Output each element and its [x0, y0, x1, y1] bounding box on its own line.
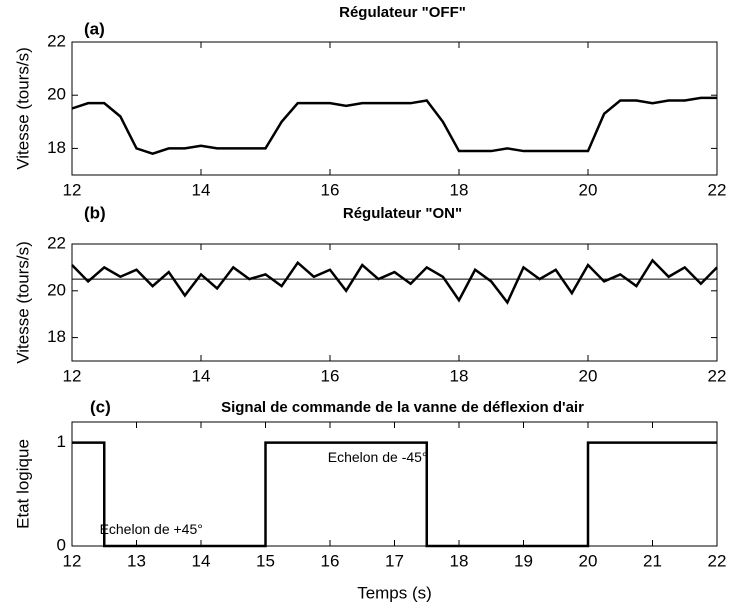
y-tick-label: 1 [57, 432, 66, 451]
plot-frame [71, 41, 718, 176]
x-tick-label: 21 [643, 551, 662, 570]
data-line [71, 258, 718, 305]
y-tick-label: 18 [47, 327, 66, 346]
chart-title: Signal de commande de la vanne de déflex… [221, 399, 584, 416]
x-tick-label: 14 [192, 366, 211, 385]
x-tick-label: 12 [63, 180, 82, 199]
x-tick-label: 12 [63, 366, 82, 385]
y-tick-label: 20 [47, 85, 66, 104]
x-tick-label: 18 [450, 551, 469, 570]
data-line [71, 96, 717, 156]
y-tick-label: 0 [57, 535, 66, 554]
annotation: Echelon de -45° [328, 449, 428, 465]
y-tick-label: 22 [47, 31, 66, 50]
x-tick-label: 16 [321, 366, 340, 385]
x-tick-label: 22 [708, 366, 727, 385]
x-tick-label: 14 [192, 180, 211, 199]
x-tick-label: 13 [127, 551, 146, 570]
x-tick-label: 20 [579, 366, 598, 385]
x-tick-label: 18 [450, 180, 469, 199]
data-line [72, 441, 717, 548]
plot-frame [71, 243, 718, 362]
y-tick-label: 22 [47, 233, 66, 252]
y-tick-label: 18 [47, 138, 66, 157]
x-tick-label: 22 [708, 180, 727, 199]
y-axis-label: Etat logique [13, 439, 32, 529]
x-tick-label: 18 [450, 366, 469, 385]
panel-label: (c) [90, 397, 111, 416]
x-tick-label: 20 [579, 551, 598, 570]
y-tick-label: 20 [47, 280, 66, 299]
x-tick-label: 16 [321, 551, 340, 570]
chart-title: Régulateur "OFF" [339, 4, 466, 21]
y-axis-label: Vitesse (tours/s) [13, 241, 32, 364]
x-tick-label: 20 [579, 180, 598, 199]
x-tick-label: 17 [385, 551, 404, 570]
annotation: Echelon de +45° [100, 521, 203, 537]
panel-label: (a) [84, 19, 105, 38]
x-tick-label: 22 [708, 551, 727, 570]
panel-label: (b) [84, 203, 106, 222]
x-tick-label: 19 [514, 551, 533, 570]
x-tick-label: 16 [321, 180, 340, 199]
x-tick-label: 15 [256, 551, 275, 570]
y-axis-label: Vitesse (tours/s) [13, 47, 32, 170]
x-tick-label: 12 [63, 551, 82, 570]
x-axis-label: Temps (s) [357, 583, 432, 602]
chart-title: Régulateur "ON" [343, 205, 462, 222]
x-tick-label: 14 [192, 551, 211, 570]
